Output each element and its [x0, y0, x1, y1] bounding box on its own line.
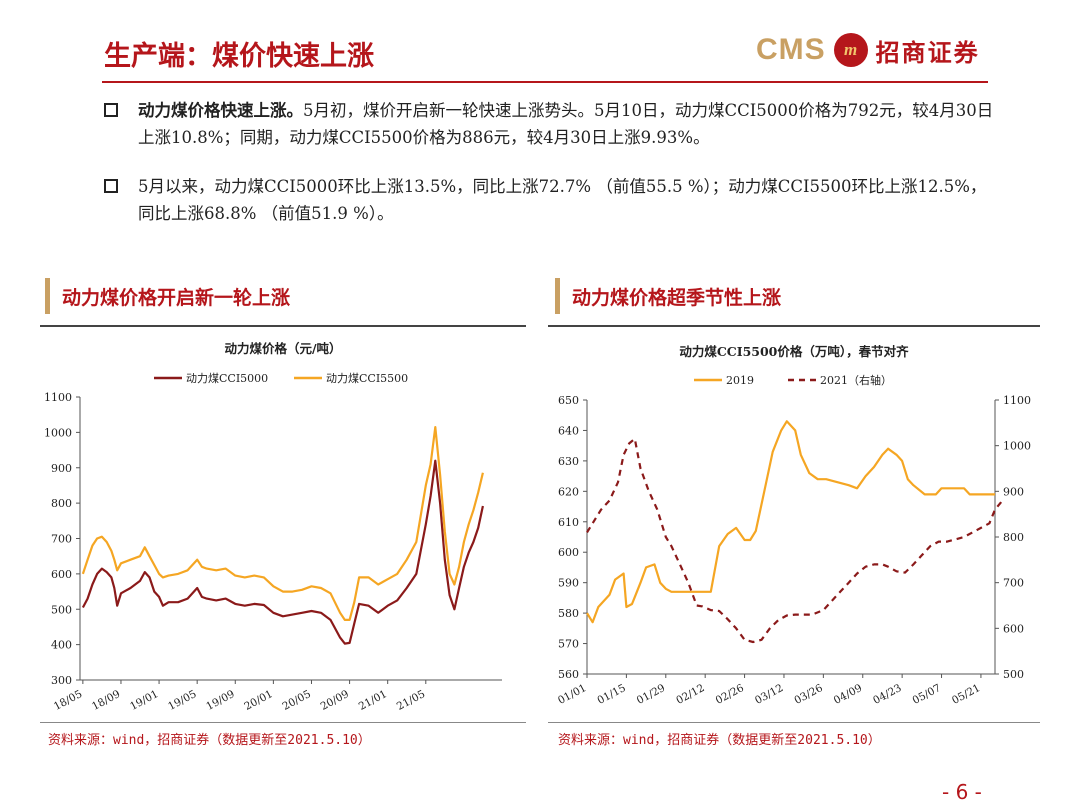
- company-logo: CMS m 招商证券: [756, 30, 980, 70]
- y-tick-label: 1100: [44, 391, 72, 404]
- y-tick-label: 610: [558, 516, 579, 529]
- y2-tick-label: 1100: [1003, 394, 1031, 407]
- legend-label: 动力煤CCI5000: [186, 372, 268, 385]
- left-source-note: 资料来源：wind，招商证券（数据更新至2021.5.10）: [48, 733, 371, 748]
- left-section-divider: [40, 325, 526, 327]
- left-section-header: 动力煤价格开启新一轮上涨: [45, 277, 290, 315]
- left-section-title: 动力煤价格开启新一轮上涨: [62, 286, 291, 309]
- y-tick-label: 300: [51, 674, 72, 687]
- right-line-chart: 2019 2021（右轴） 560 570 580 590 600 610 620 630 640 6…: [556, 373, 1031, 707]
- series-line: [586, 437, 1005, 644]
- x-tick-label: 01/15: [595, 682, 627, 707]
- x-tick-label: 05/21: [950, 682, 982, 707]
- bullet-text: 5月以来，动力煤CCI5000环比上涨13.5%，同比上涨72.7% （前值55…: [138, 177, 987, 223]
- y2-tick-label: 700: [1003, 577, 1024, 590]
- y-tick-label: 580: [558, 607, 579, 620]
- legend-label: 2021（右轴）: [820, 373, 892, 387]
- x-tick-label: 03/12: [753, 682, 785, 707]
- y2-tick-label: 900: [1003, 485, 1024, 498]
- left-chart-bottom-rule: [40, 722, 526, 723]
- logo-cn-text: 招商证券: [875, 38, 980, 67]
- x-tick-label: 05/07: [911, 682, 943, 707]
- x-tick-label: 01/01: [556, 682, 588, 707]
- x-tick-label: 03/26: [792, 682, 825, 707]
- x-tick-label: 04/23: [871, 682, 903, 707]
- bullet-box-icon: [104, 179, 118, 193]
- page-number: - 6 -: [942, 780, 982, 804]
- y-tick-label: 640: [558, 424, 579, 437]
- right-section-divider: [548, 325, 1040, 327]
- y-tick-label: 700: [51, 533, 72, 546]
- y-tick-label: 1000: [44, 426, 72, 439]
- x-tick-label: 18/09: [90, 688, 122, 713]
- bullet-item: 5月以来，动力煤CCI5000环比上涨13.5%，同比上涨72.7% （前值55…: [104, 173, 994, 227]
- x-tick-label: 19/01: [128, 688, 160, 713]
- y-tick-label: 800: [51, 497, 72, 510]
- y-tick-label: 560: [558, 668, 579, 681]
- y2-tick-label: 800: [1003, 531, 1024, 544]
- x-tick-label: 21/05: [395, 688, 427, 713]
- bullet-bold-text: 动力煤价格快速上涨。: [138, 101, 303, 120]
- y2-tick-label: 600: [1003, 622, 1024, 635]
- y-tick-label: 590: [558, 577, 579, 590]
- page-title: 生产端：煤价快速上涨: [104, 41, 374, 72]
- logo-mark-icon: m: [833, 33, 868, 67]
- y2-tick-label: 1000: [1003, 440, 1031, 453]
- section-accent-bar: [555, 278, 560, 314]
- y-tick-label: 620: [558, 485, 579, 498]
- header-divider: [102, 81, 988, 83]
- series-line: [586, 420, 995, 624]
- right-source-note: 资料来源：wind，招商证券（数据更新至2021.5.10）: [558, 733, 881, 748]
- y2-tick-label: 500: [1003, 668, 1024, 681]
- x-tick-label: 02/12: [674, 682, 706, 707]
- y-tick-label: 400: [51, 639, 72, 652]
- y-tick-label: 630: [558, 455, 579, 468]
- bullet-item: 动力煤价格快速上涨。5月初，煤价开启新一轮快速上涨势头。5月10日，动力煤CCI…: [104, 97, 994, 151]
- left-line-chart: 动力煤CCI5000 动力煤CCI5500 300 400 500 600 700 800 90…: [44, 372, 502, 713]
- bullet-text: 5月初，煤价开启新一轮快速上涨势头。5月10日，动力煤CCI5000价格为792…: [138, 101, 994, 147]
- right-chart-title: 动力煤CCI5500价格（万吨），春节对齐: [679, 344, 909, 359]
- right-section-title: 动力煤价格超季节性上涨: [572, 286, 782, 309]
- x-tick-label: 20/09: [319, 688, 351, 713]
- x-tick-label: 02/26: [714, 682, 747, 707]
- x-tick-label: 21/01: [357, 688, 389, 713]
- bullet-list: 动力煤价格快速上涨。5月初，煤价开启新一轮快速上涨势头。5月10日，动力煤CCI…: [104, 97, 994, 249]
- right-section-header: 动力煤价格超季节性上涨: [555, 277, 781, 315]
- legend-label: 2019: [726, 374, 754, 387]
- y-tick-label: 900: [51, 462, 72, 475]
- series-line: [81, 459, 484, 645]
- y-tick-label: 600: [558, 546, 579, 559]
- y-tick-label: 570: [558, 638, 579, 651]
- legend-label: 动力煤CCI5500: [326, 372, 408, 385]
- left-chart-title: 动力煤价格（元/吨）: [224, 341, 342, 356]
- logo-text: CMS: [756, 33, 826, 66]
- x-tick-label: 19/05: [166, 688, 198, 713]
- x-tick-label: 04/09: [832, 682, 864, 707]
- y-tick-label: 600: [51, 568, 72, 581]
- x-tick-label: 20/05: [281, 688, 313, 713]
- x-tick-label: 18/05: [52, 688, 84, 713]
- y-tick-label: 650: [558, 394, 579, 407]
- y-tick-label: 500: [51, 603, 72, 616]
- section-accent-bar: [45, 278, 50, 314]
- series-line: [81, 426, 484, 621]
- bullet-box-icon: [104, 103, 118, 117]
- right-chart-bottom-rule: [548, 722, 1040, 723]
- x-tick-label: 20/01: [242, 688, 274, 713]
- x-tick-label: 01/29: [635, 682, 667, 707]
- x-tick-label: 19/09: [204, 688, 236, 713]
